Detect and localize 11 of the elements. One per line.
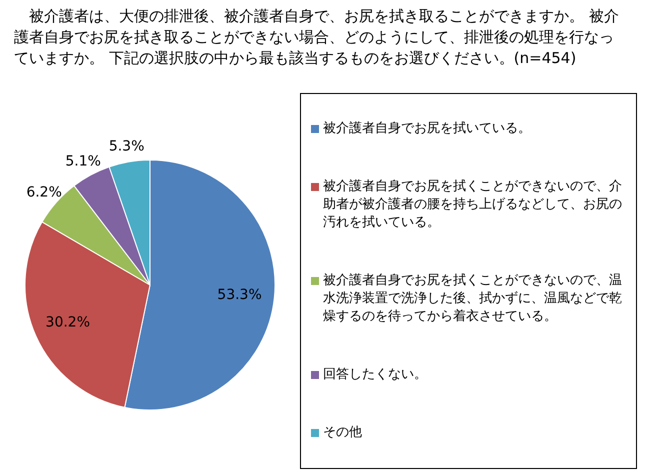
data-label: 30.2% [46,314,90,331]
legend-label: 被介護者自身でお尻を拭くことができないので、介助者が被介護者の腰を持ち上げるなどして、お尻の汚れを拭いている。 [323,178,623,232]
data-label: 5.3% [108,138,144,155]
legend-label: 被介護者自身でお尻を拭いている。 [323,120,531,138]
legend-label: 回答したくない。 [323,366,427,384]
legend-label: その他 [323,424,362,442]
legend-label: 被介護者自身でお尻を拭くことができないので、温水洗浄装置で洗浄した後、拭かずに、温風などで乾燥するのを待ってから着衣させている。 [323,272,623,326]
data-label: 5.1% [65,154,101,170]
data-label: 6.2% [26,184,62,200]
data-label: 53.3% [217,287,262,304]
chart-title: 被介護者は、大便の排泄後、被介護者自身で、お尻を拭き取ることができますか。 被介護者自身でお尻を拭き取ることができない場合、どのようにして、排泄後の処理を行なっていますか。 下記の選択肢の中から最も該当するものをお選びください。(n=454) [14,6,620,69]
